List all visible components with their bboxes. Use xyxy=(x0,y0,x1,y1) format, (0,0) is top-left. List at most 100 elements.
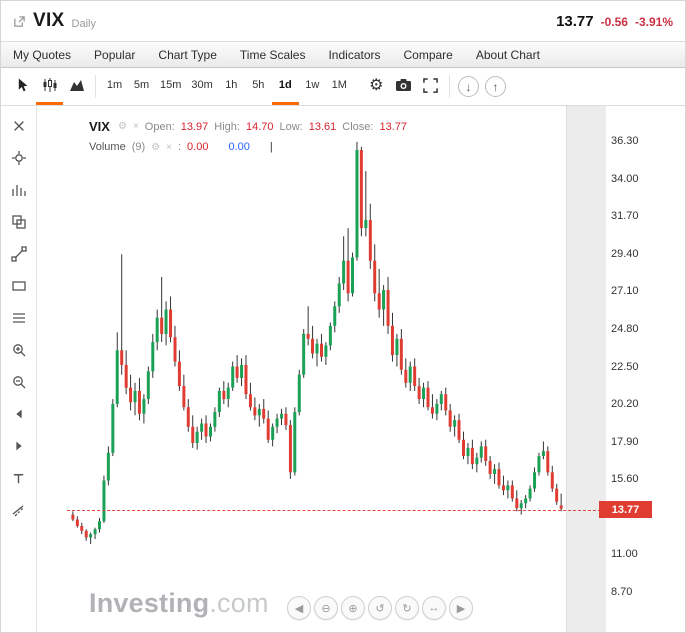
candle xyxy=(124,364,128,388)
legend-settings-icon[interactable]: ⚙ xyxy=(117,121,127,132)
clone-tool-icon[interactable] xyxy=(8,211,30,233)
candle xyxy=(200,423,204,432)
candle xyxy=(240,364,244,378)
candle xyxy=(102,480,106,522)
candle xyxy=(399,338,403,370)
timeframe-15m[interactable]: 15m xyxy=(160,79,182,91)
candle xyxy=(186,407,190,427)
undo-button[interactable]: ↺ xyxy=(368,596,392,620)
upload-chart-icon[interactable]: ↑ xyxy=(484,76,506,97)
candle xyxy=(382,290,386,310)
zoom-in-tool-icon[interactable] xyxy=(8,339,30,361)
candle xyxy=(350,257,354,294)
settings-gear-icon[interactable]: ⚙ xyxy=(369,77,384,94)
candle xyxy=(413,366,417,387)
rectangle-tool-icon[interactable] xyxy=(8,275,30,297)
candle xyxy=(390,325,394,356)
candle xyxy=(448,410,452,427)
low-value: 13.61 xyxy=(308,120,337,133)
right-margin-strip xyxy=(566,106,606,632)
candle xyxy=(84,530,88,538)
timeframe-1m[interactable]: 1m xyxy=(106,79,123,91)
candle xyxy=(488,460,492,475)
range-button[interactable]: ↔ xyxy=(422,596,446,620)
bar-pattern-icon[interactable] xyxy=(8,179,30,201)
volume-close-icon[interactable]: × xyxy=(166,141,172,153)
text-tool-icon[interactable] xyxy=(8,467,30,489)
watermark-suffix: .com xyxy=(209,588,269,618)
price-change: -0.56 xyxy=(600,14,628,29)
candle xyxy=(120,350,124,365)
candle xyxy=(248,394,252,408)
candle xyxy=(217,390,221,413)
candle xyxy=(404,369,408,383)
menu-popular[interactable]: Popular xyxy=(94,47,136,62)
zoom-out-button[interactable]: ⊖ xyxy=(314,596,338,620)
candle xyxy=(160,317,164,334)
volume-legend-row: Volume (9) ⚙ × : 0.00 0.00 | xyxy=(89,141,407,153)
menu-time-scales[interactable]: Time Scales xyxy=(239,47,306,62)
axis-tick-label: 17.90 xyxy=(611,435,639,448)
close-drawings-icon[interactable] xyxy=(8,115,30,137)
menu-my-quotes[interactable]: My Quotes xyxy=(13,47,72,62)
candle xyxy=(328,325,332,346)
zoom-out-tool-icon[interactable] xyxy=(8,371,30,393)
candle xyxy=(155,317,159,343)
axis-tick-label: 34.00 xyxy=(611,172,639,185)
volume-settings-icon[interactable]: ⚙ xyxy=(151,141,161,153)
camera-snapshot-icon[interactable] xyxy=(390,68,417,105)
close-value: 13.77 xyxy=(379,120,407,133)
chart-toolbar: 1m 5m 15m 30m 1h 5h 1d 1w 1M ⚙ ↓ ↑ xyxy=(1,68,685,106)
candle xyxy=(80,526,84,531)
pointer-tool-icon[interactable] xyxy=(9,68,36,105)
timeframe-1w[interactable]: 1w xyxy=(305,79,320,91)
candle xyxy=(275,418,279,427)
chart-main: VIX ⚙ × Open: 13.97 High: 14.70 Low: 13.… xyxy=(1,106,685,632)
fib-lines-icon[interactable] xyxy=(8,307,30,329)
menu-about-chart[interactable]: About Chart xyxy=(475,47,540,62)
candle xyxy=(284,413,288,426)
price-axis[interactable]: 13.77 36.30 34.00 31.70 29.40 27.10 24.80 22.5… xyxy=(599,106,685,632)
candle xyxy=(266,418,270,440)
candle xyxy=(306,333,310,339)
candle xyxy=(510,485,514,499)
external-link-icon[interactable] xyxy=(13,15,26,28)
menu-compare[interactable]: Compare xyxy=(403,47,453,62)
candle xyxy=(435,403,439,414)
candle xyxy=(462,439,465,456)
fullscreen-icon[interactable] xyxy=(417,68,444,105)
candle xyxy=(137,390,141,414)
timeframe-label: Daily xyxy=(71,17,96,30)
menu-indicators[interactable]: Indicators xyxy=(328,47,381,62)
zoom-in-button[interactable]: ⊕ xyxy=(341,596,365,620)
candle xyxy=(222,390,226,400)
menu-chart-type[interactable]: Chart Type xyxy=(158,47,217,62)
candlestick-chart[interactable] xyxy=(37,106,606,632)
crosshair-icon[interactable] xyxy=(8,147,30,169)
candle xyxy=(177,361,181,387)
timeframe-1d[interactable]: 1d xyxy=(271,68,299,105)
legend-close-icon[interactable]: × xyxy=(132,121,139,132)
axis-tick-label: 31.70 xyxy=(611,210,639,223)
area-type-icon[interactable] xyxy=(63,68,90,105)
pan-left-button[interactable]: ◀ xyxy=(287,596,311,620)
pan-left-icon[interactable] xyxy=(8,403,30,425)
timeframe-30m[interactable]: 30m xyxy=(191,79,213,91)
redo-button[interactable]: ↻ xyxy=(395,596,419,620)
chart-nav-controls: ◀ ⊖ ⊕ ↺ ↻ ↔ ▶ xyxy=(287,596,473,620)
toolbar-separator xyxy=(448,75,450,98)
candlestick-type-icon[interactable] xyxy=(36,68,63,105)
measure-tool-icon[interactable] xyxy=(8,499,30,521)
pan-right-button[interactable]: ▶ xyxy=(449,596,473,620)
timeframe-1h[interactable]: 1h xyxy=(225,79,238,91)
chart-canvas-area[interactable]: VIX ⚙ × Open: 13.97 High: 14.70 Low: 13.… xyxy=(37,106,606,632)
pan-right-icon[interactable] xyxy=(8,435,30,457)
chart-legend: VIX ⚙ × Open: 13.97 High: 14.70 Low: 13.… xyxy=(89,119,407,160)
close-label: Close: xyxy=(342,120,374,133)
trendline-tool-icon[interactable] xyxy=(8,243,30,265)
download-chart-icon[interactable]: ↓ xyxy=(457,76,479,97)
timeframe-5h[interactable]: 5h xyxy=(252,79,265,91)
timeframe-1M[interactable]: 1M xyxy=(331,79,347,91)
timeframe-5m[interactable]: 5m xyxy=(133,79,150,91)
candle xyxy=(253,407,257,416)
